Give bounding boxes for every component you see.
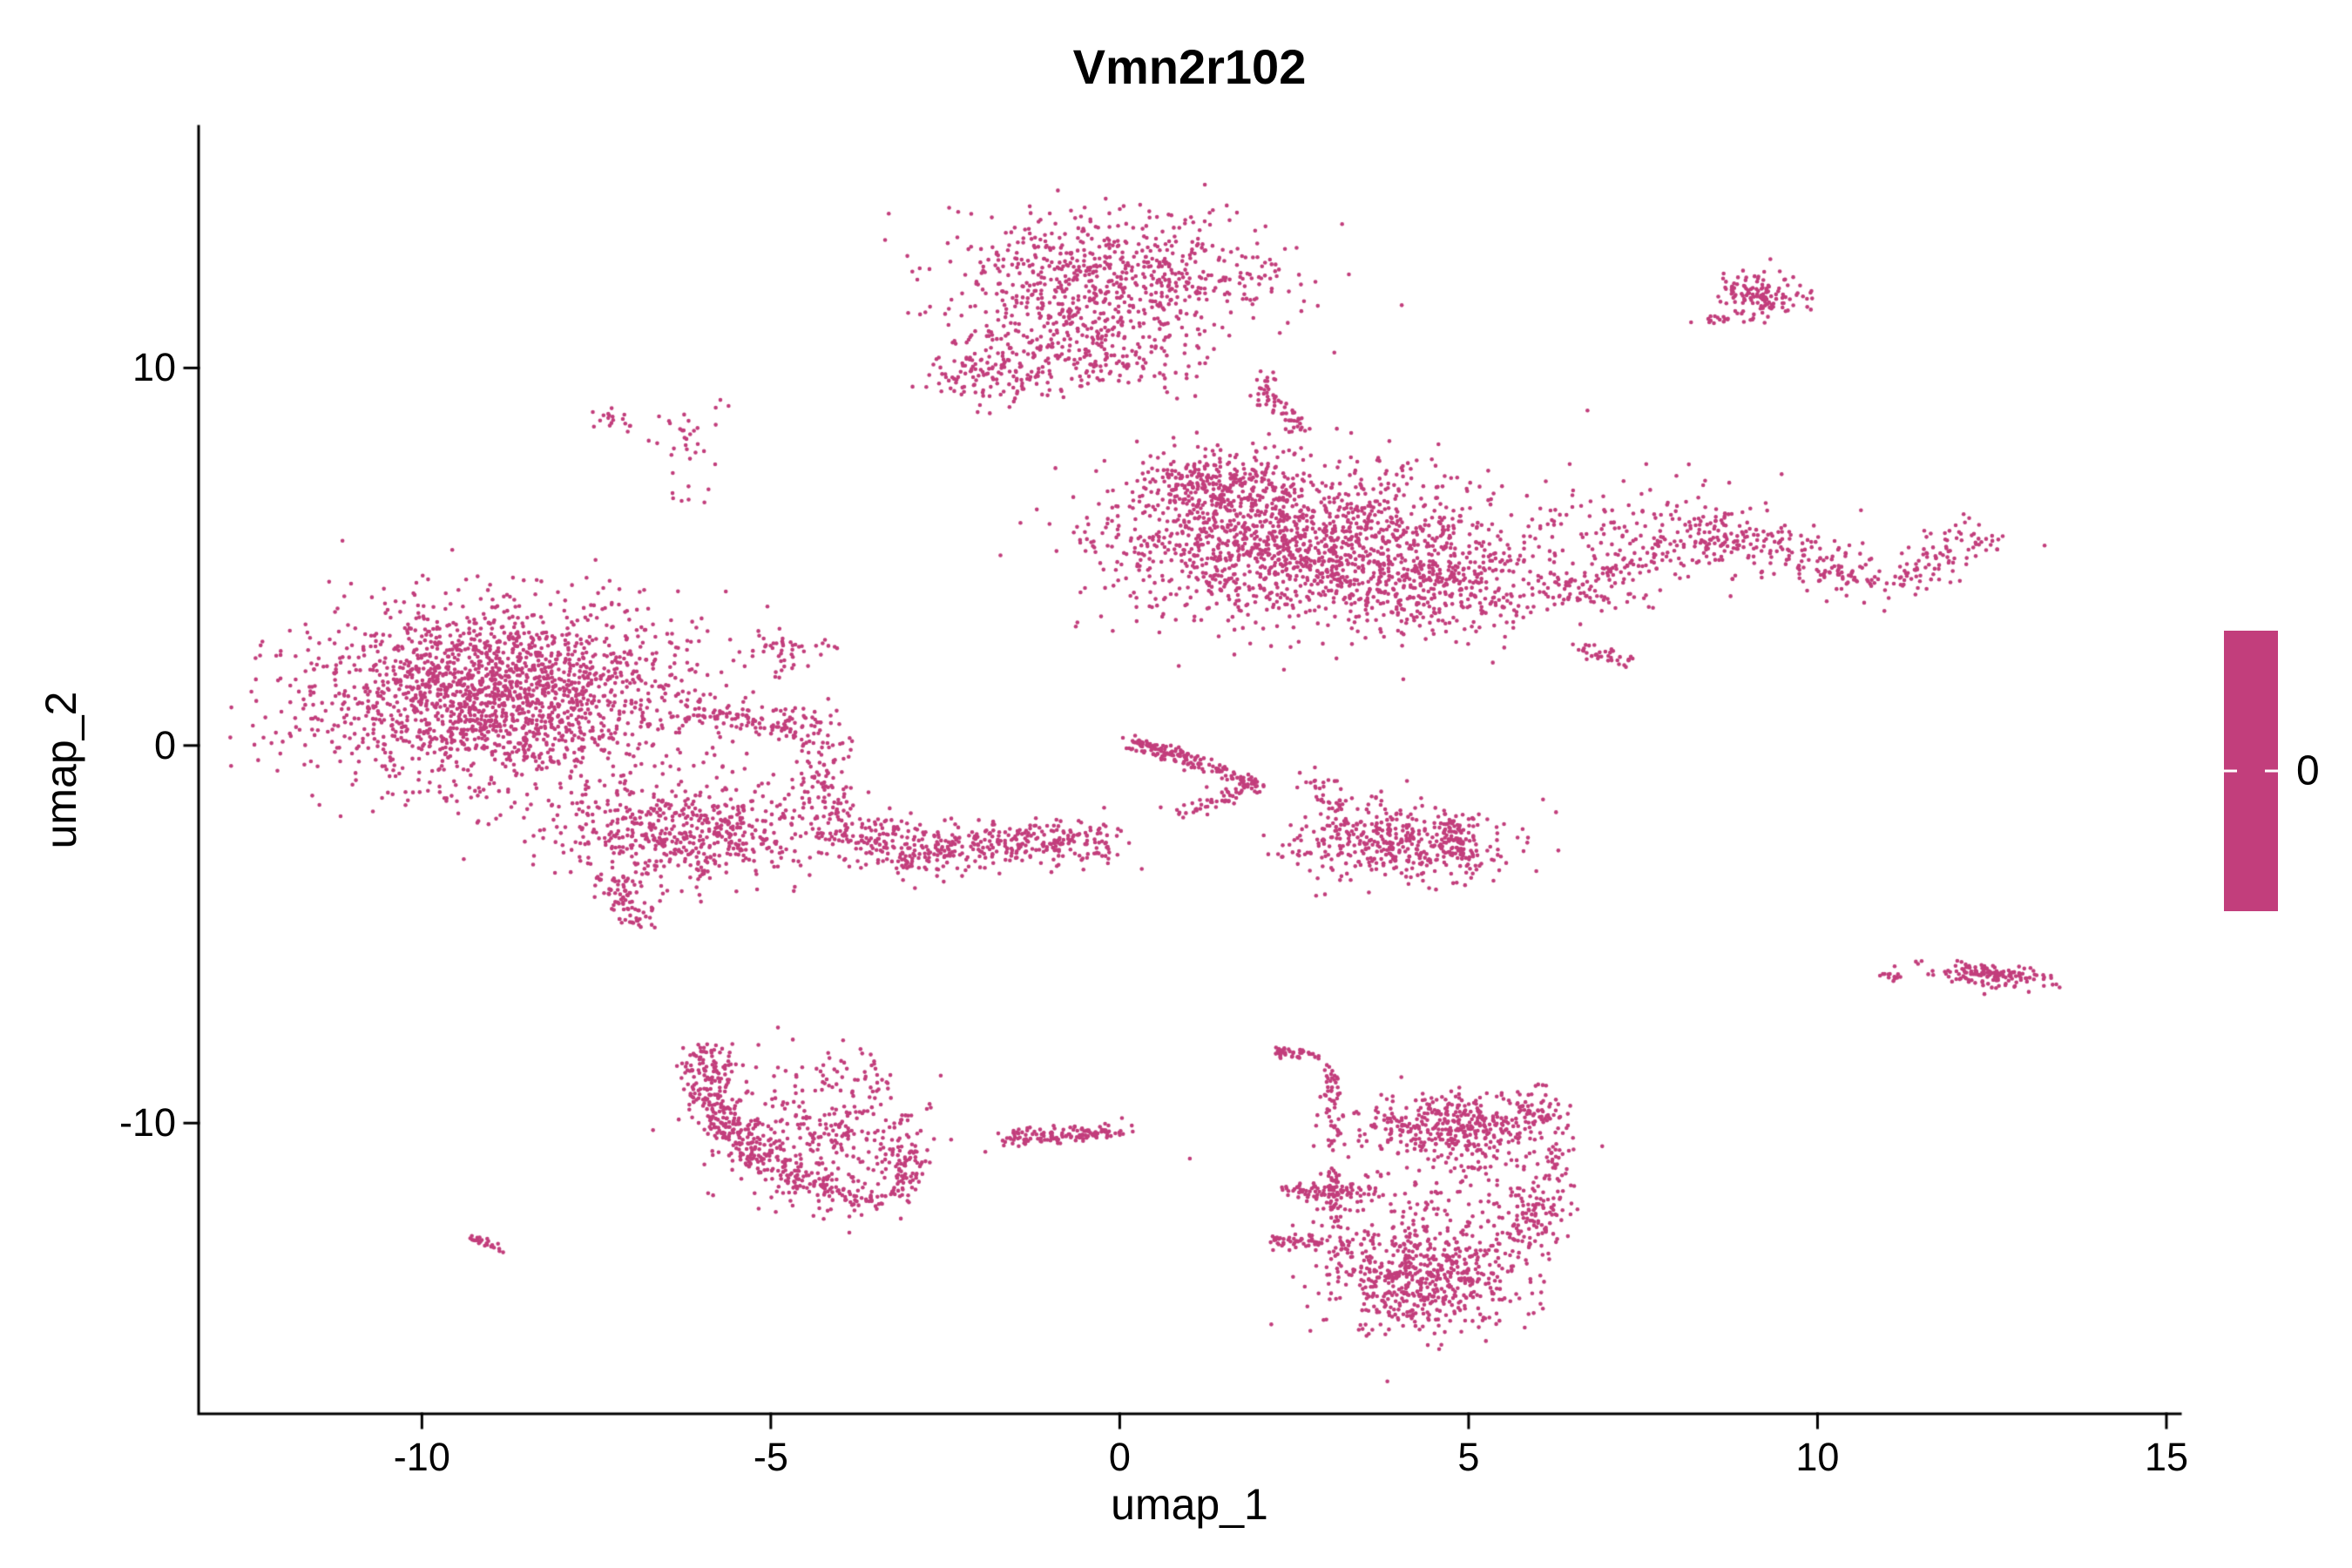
chart-title: Vmn2r102 (1072, 39, 1307, 94)
x-tick-label: 5 (1457, 1435, 1480, 1479)
y-tick-label: 10 (132, 345, 176, 390)
x-tick-label: 10 (1795, 1435, 1840, 1479)
x-tick-label: 0 (1108, 1435, 1131, 1479)
y-tick-label: -10 (118, 1100, 176, 1146)
x-tick-label: -10 (393, 1435, 450, 1479)
x-axis-label: umap_1 (1111, 1480, 1268, 1529)
y-tick-label: 0 (153, 722, 176, 767)
x-tick-label: -5 (753, 1435, 788, 1479)
x-tick-label: 15 (2144, 1435, 2188, 1479)
legend-tick-mark-right (2265, 769, 2278, 773)
legend-tick-label: 0 (2296, 747, 2320, 794)
legend-tick-mark-left (2224, 769, 2237, 773)
y-axis-label: umap_2 (37, 691, 85, 849)
legend-colorbar (2224, 631, 2278, 911)
